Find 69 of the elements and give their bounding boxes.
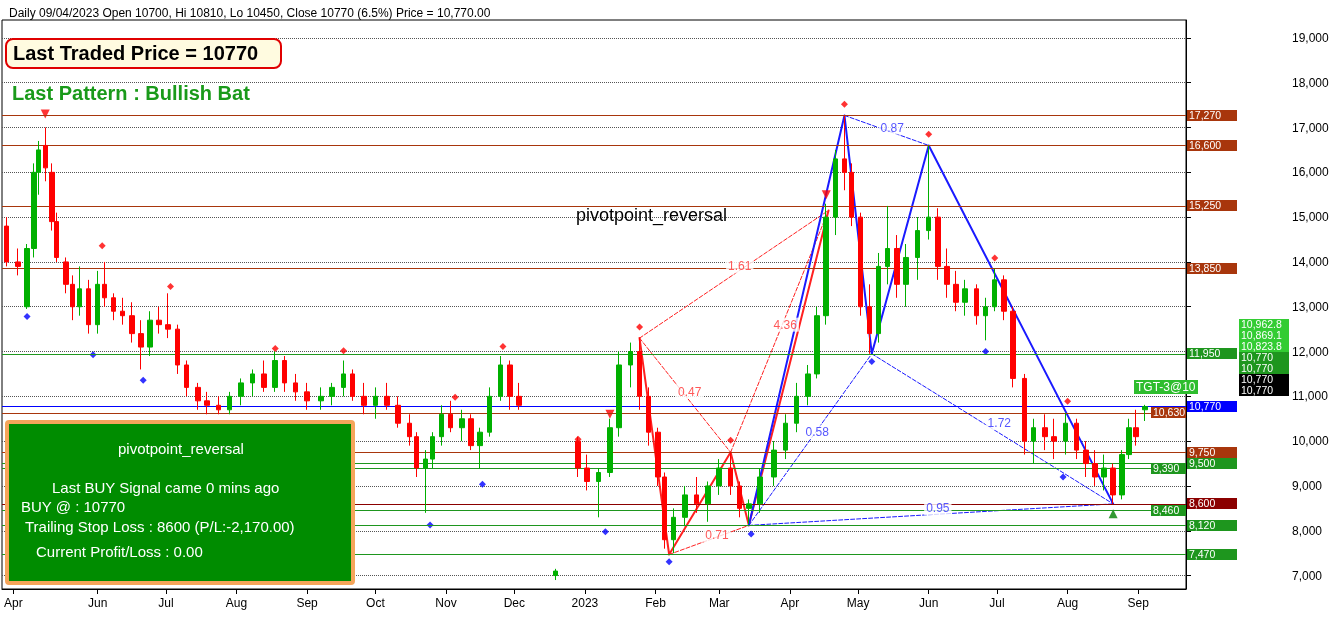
x-tick-label: Apr <box>4 596 23 610</box>
annotation: 0.95 <box>926 501 950 516</box>
y-tick-label: 13,000 <box>1292 299 1330 314</box>
annotation: pivotpoint_reversal <box>118 440 244 457</box>
annotation: 0.47 <box>677 384 702 399</box>
y-tick-label: 7,000 <box>1292 568 1323 583</box>
x-tick-label: Nov <box>435 596 457 610</box>
text: 10,869.1 <box>1239 328 1289 341</box>
x-tick-label: Jul <box>158 596 174 610</box>
x-tick-label: Feb <box>645 596 667 610</box>
ref-line-label: 9,390 <box>1151 461 1186 474</box>
x-tick-label: Aug <box>225 596 248 610</box>
annotation: Trailing Stop Loss : 8600 (P/L:-2,170.00) <box>25 518 295 535</box>
chart-title: Daily 09/04/2023 Open 10700, Hi 10810, Lo 10450, Close 10770 (6.5%) Price = 10,770.00 <box>9 6 491 20</box>
y-tick-label: 12,000 <box>1292 344 1330 359</box>
y-tick-label: 11,000 <box>1292 389 1329 404</box>
x-tick-label: Sep <box>296 596 319 610</box>
x-tick-label: Mar <box>708 596 730 610</box>
y-tick-label: 9,000 <box>1292 478 1323 493</box>
ref-line-label: 8,460 <box>1151 503 1186 516</box>
y-tick-label: 17,000 <box>1292 120 1330 135</box>
x-tick-label: 2023 <box>571 596 599 610</box>
text: 10,962.8 <box>1239 317 1289 330</box>
text: 10,823.8 <box>1239 339 1289 352</box>
x-tick-label: Dec <box>503 596 525 610</box>
y-tick-label: 16,000 <box>1292 165 1330 180</box>
x-tick-label: Aug <box>1056 596 1079 610</box>
y-tick-label: 14,000 <box>1292 254 1330 269</box>
y-tick-label: 19,000 <box>1292 30 1330 45</box>
ref-line-label: 15,250 <box>1187 199 1237 212</box>
annotation: 0.58 <box>805 425 830 440</box>
annotation: pivotpoint_reversal <box>576 205 728 226</box>
annotation: Last Pattern : Bullish Bat <box>12 82 250 105</box>
y-tick-label: 18,000 <box>1292 75 1330 90</box>
ref-line-label: 8,120 <box>1187 518 1237 531</box>
annotation: 4.36 <box>773 317 798 332</box>
annotation: Last Traded Price = 10770 <box>5 38 283 69</box>
text: 10,770 <box>1239 372 1289 385</box>
text: 10,770 <box>1239 383 1289 396</box>
y-tick-label: 10,000 <box>1292 434 1330 449</box>
x-tick-label: Jul <box>989 596 1005 610</box>
x-tick-label: Jun <box>87 596 108 610</box>
annotation: Last BUY Signal came 0 mins ago <box>52 479 280 496</box>
ref-line-label: 10,770 <box>1187 400 1237 413</box>
ref-line-label: 9,500 <box>1187 457 1237 470</box>
text: 10,770 <box>1239 361 1289 374</box>
ref-line-label: 8,600 <box>1187 497 1237 510</box>
annotation: 1.72 <box>987 416 1012 431</box>
y-tick-label: 15,000 <box>1292 210 1330 225</box>
annotation: Current Profit/Loss : 0.00 <box>36 543 203 560</box>
x-tick-label: Oct <box>366 596 386 610</box>
ref-line-label: 13,850 <box>1187 262 1237 275</box>
x-tick-label: May <box>846 596 870 610</box>
ref-line-label: 7,470 <box>1187 548 1237 560</box>
x-tick-label: Jun <box>919 596 939 610</box>
y-tick-label: 8,000 <box>1292 523 1323 538</box>
ref-line-label: 10,630 <box>1151 406 1186 419</box>
ref-line-label: 17,270 <box>1187 108 1237 121</box>
annotation: 0.71 <box>705 528 729 543</box>
ref-line-label: 16,600 <box>1187 138 1237 151</box>
annotation: 0.87 <box>880 120 905 135</box>
ref-line-label: 11,950 <box>1187 347 1237 360</box>
x-tick-label: Apr <box>780 596 800 610</box>
annotation: TGT-3@10 <box>1134 380 1198 394</box>
x-tick-label: Sep <box>1127 596 1150 610</box>
text: 10,770 <box>1239 350 1289 363</box>
ref-line-label: 9,750 <box>1187 445 1237 458</box>
annotation: 1.61 <box>728 259 752 274</box>
annotation: BUY @ : 10770 <box>21 498 126 515</box>
